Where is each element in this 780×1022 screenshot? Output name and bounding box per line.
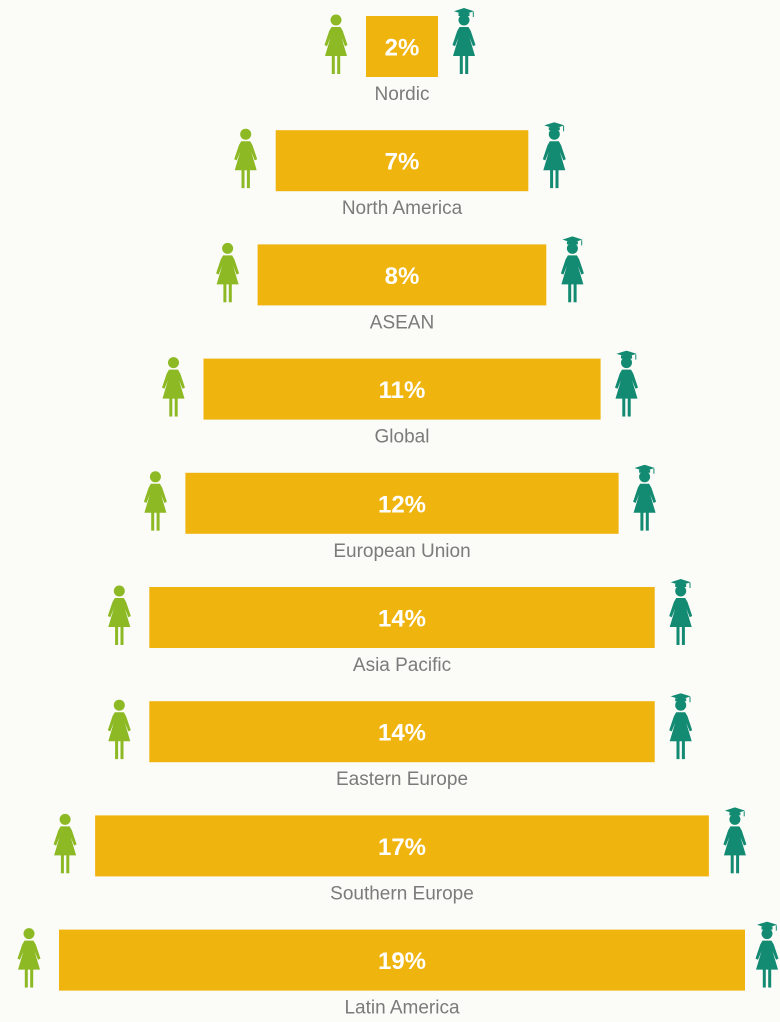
woman-graduate-icon bbox=[723, 807, 747, 874]
bar-value-label: 14% bbox=[378, 606, 426, 633]
bar bbox=[149, 701, 655, 763]
woman-graduate-icon bbox=[615, 350, 638, 417]
bar-row: 14% Eastern Europe bbox=[107, 693, 693, 790]
bar-row: 19% Latin America bbox=[17, 921, 779, 1019]
bar bbox=[185, 472, 619, 534]
category-label: Global bbox=[375, 427, 430, 448]
bar-row: 8% ASEAN bbox=[216, 236, 584, 333]
bar-row: 17% Southern Europe bbox=[53, 807, 747, 904]
bar-value-label: 8% bbox=[385, 263, 420, 290]
bar-row: 14% Asia Pacific bbox=[107, 579, 693, 676]
woman-icon bbox=[53, 813, 77, 874]
bar-row: 7% North America bbox=[234, 122, 566, 219]
woman-graduate-icon bbox=[633, 464, 657, 531]
category-label: Nordic bbox=[375, 84, 430, 105]
bar-value-label: 2% bbox=[385, 35, 420, 62]
bar-value-label: 11% bbox=[379, 377, 426, 404]
woman-graduate-icon bbox=[542, 122, 566, 189]
category-label: North America bbox=[342, 198, 463, 219]
bar bbox=[366, 16, 438, 77]
bar bbox=[275, 130, 529, 192]
woman-icon bbox=[17, 928, 41, 988]
woman-icon bbox=[143, 471, 167, 531]
woman-graduate-icon bbox=[452, 8, 476, 74]
bar bbox=[95, 815, 709, 877]
woman-graduate-icon bbox=[560, 236, 584, 303]
category-label: ASEAN bbox=[370, 312, 434, 333]
woman-graduate-icon bbox=[669, 693, 693, 760]
category-label: Southern Europe bbox=[330, 883, 474, 904]
woman-graduate-icon bbox=[755, 921, 779, 988]
woman-graduate-icon bbox=[669, 579, 693, 645]
category-label: Asia Pacific bbox=[353, 655, 451, 676]
bar bbox=[203, 358, 601, 420]
bar bbox=[149, 587, 655, 648]
woman-icon bbox=[324, 14, 348, 74]
bar-value-label: 19% bbox=[378, 948, 426, 975]
woman-icon bbox=[107, 699, 131, 760]
bar bbox=[257, 244, 547, 306]
bar-row: 12% European Union bbox=[143, 464, 657, 562]
woman-icon bbox=[216, 242, 240, 303]
category-label: European Union bbox=[333, 541, 470, 562]
bar-value-label: 14% bbox=[378, 720, 426, 747]
bar-value-label: 7% bbox=[385, 149, 420, 176]
category-label: Latin America bbox=[344, 998, 460, 1019]
bar-value-label: 17% bbox=[378, 834, 426, 861]
category-label: Eastern Europe bbox=[336, 769, 468, 790]
bar-row: 11% Global bbox=[162, 350, 638, 448]
woman-icon bbox=[234, 128, 258, 189]
bar bbox=[59, 929, 745, 991]
bar-row: 2% Nordic bbox=[324, 8, 476, 105]
woman-icon bbox=[107, 585, 131, 645]
bar-value-label: 12% bbox=[378, 491, 426, 518]
woman-icon bbox=[162, 357, 185, 417]
